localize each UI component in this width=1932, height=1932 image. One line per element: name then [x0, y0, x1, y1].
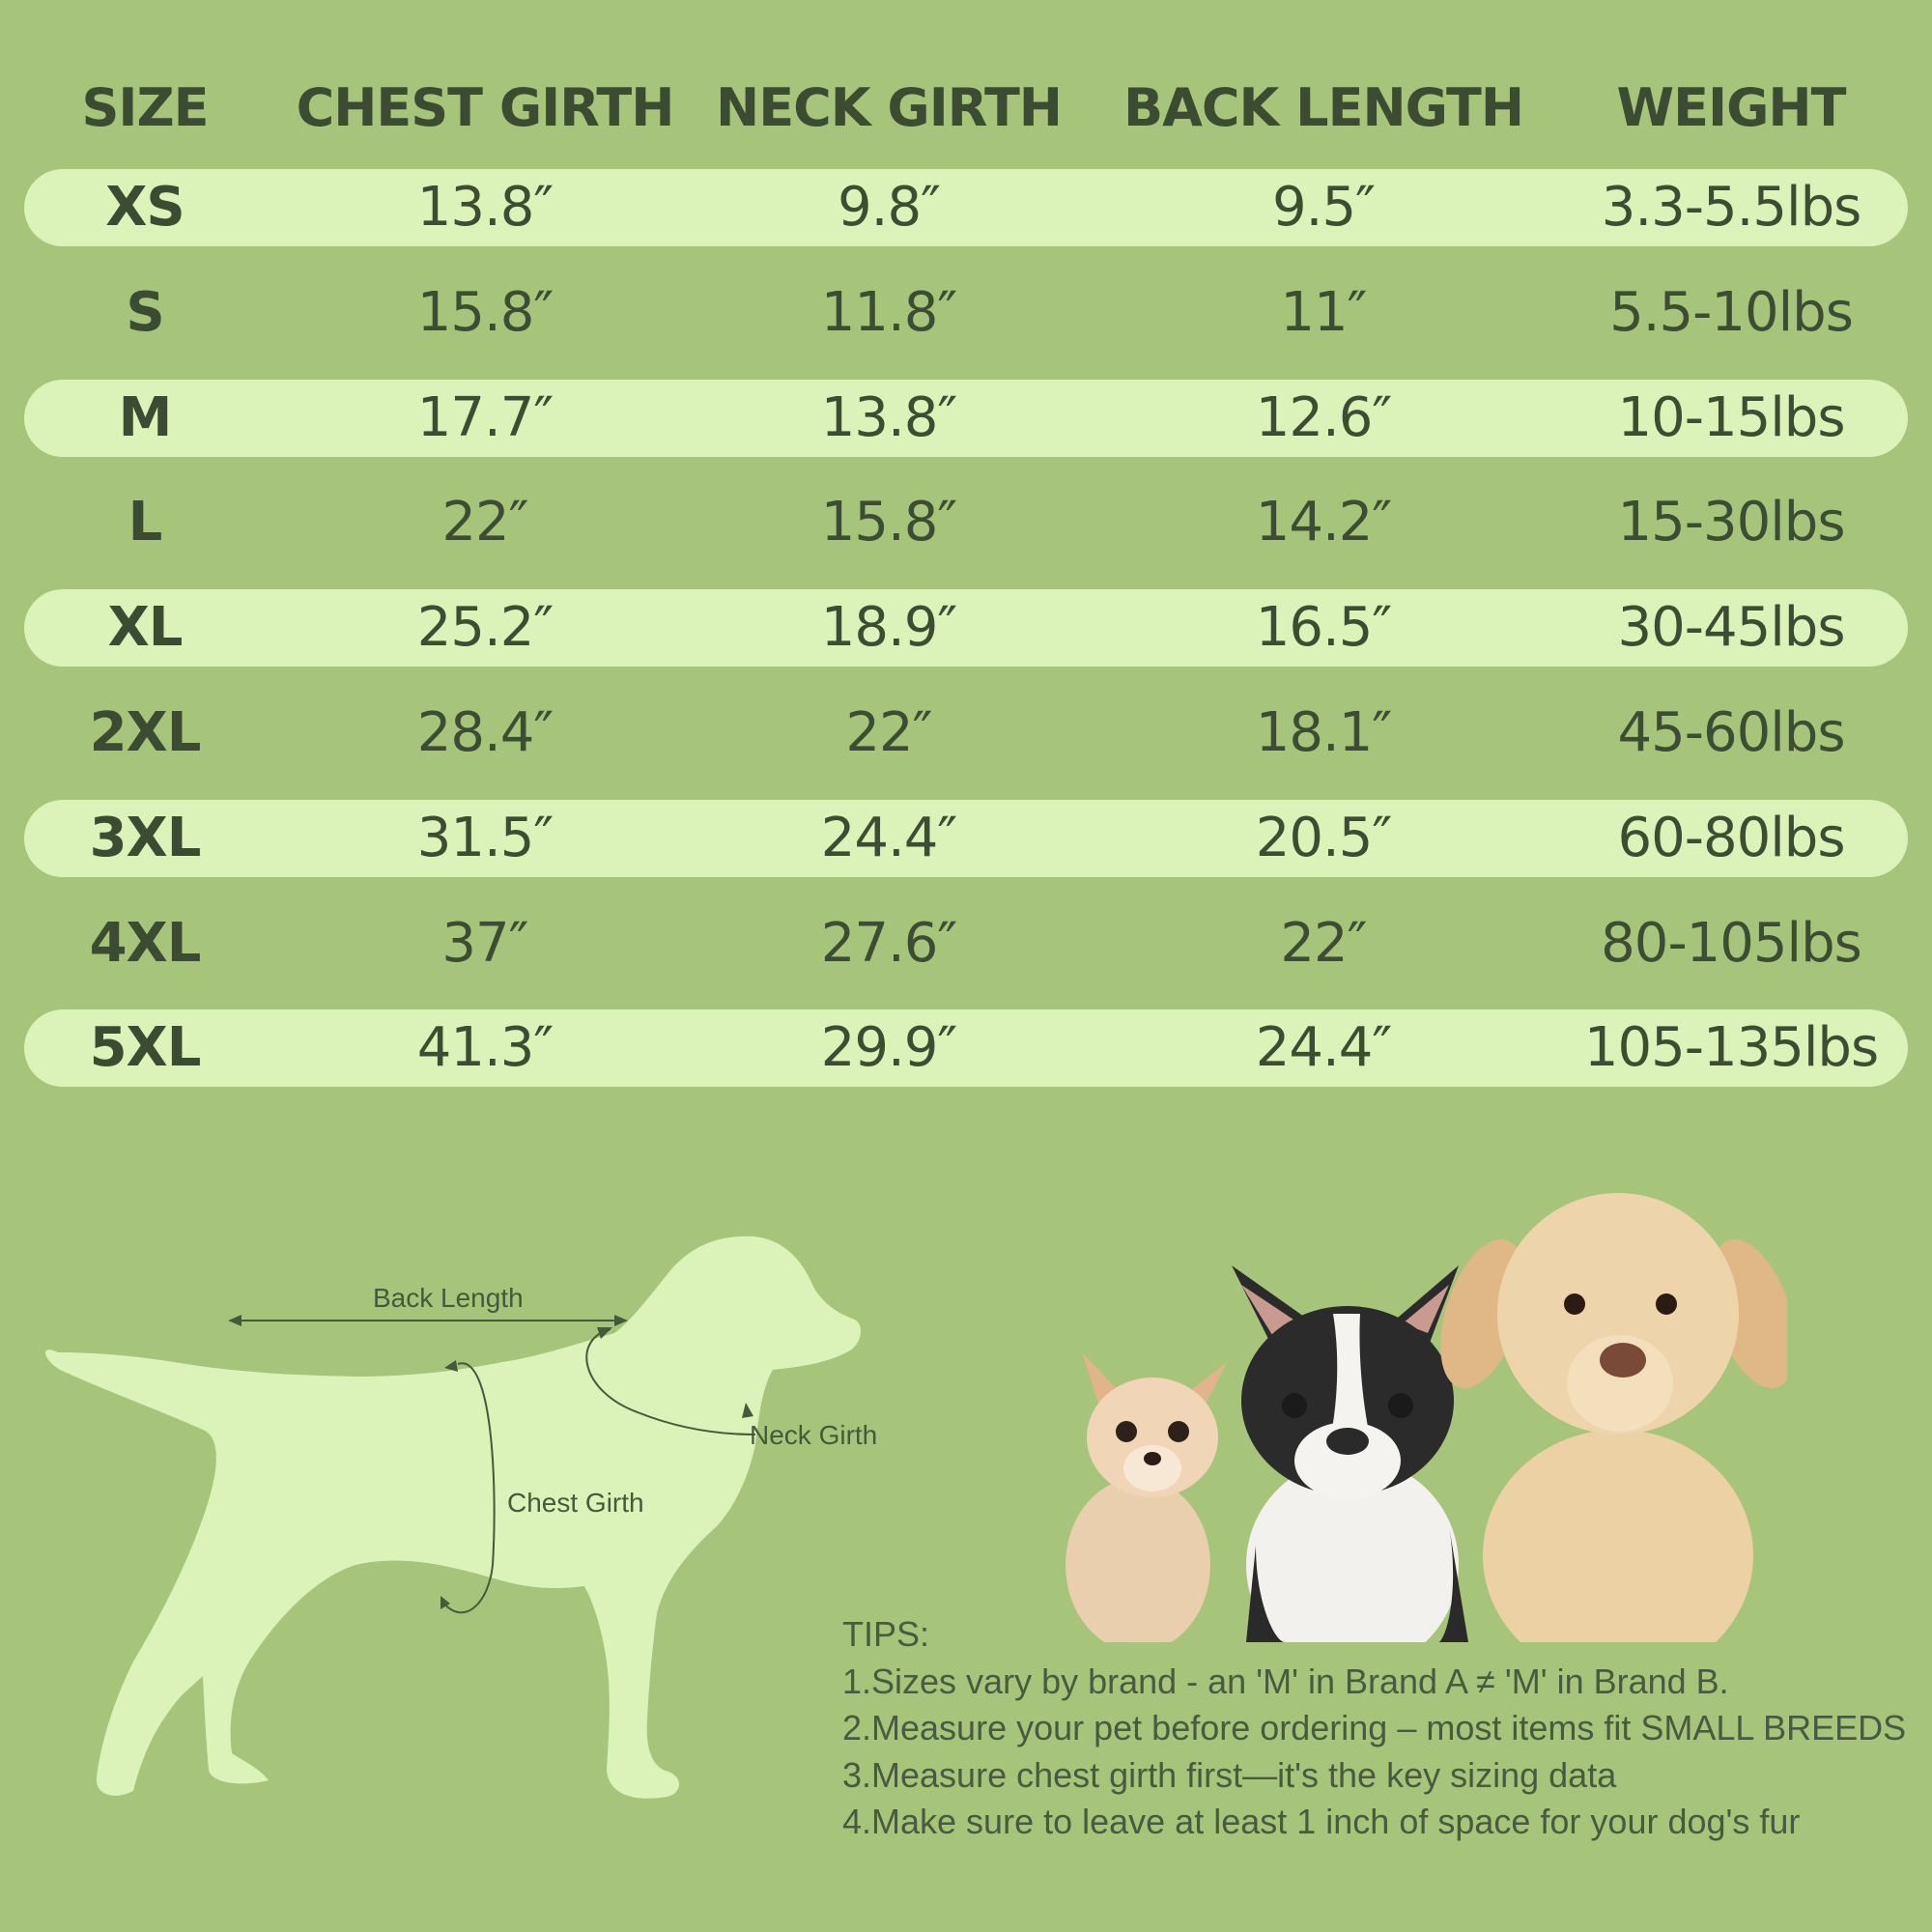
table-row: L 22″ 15.8″ 14.2″ 15-30lbs — [24, 484, 1908, 561]
table-row: XL 25.2″ 18.9″ 16.5″ 30-45lbs — [24, 589, 1908, 668]
back-length-arrow — [228, 1315, 628, 1326]
cell-back-length: 18.1″ — [1255, 701, 1393, 764]
cell-size: 5XL — [89, 1016, 202, 1080]
dogs-photo — [1053, 1179, 1796, 1681]
table-row: 3XL 31.5″ 24.4″ 20.5″ 60-80lbs — [24, 799, 1908, 877]
cell-size: 3XL — [89, 806, 202, 869]
cell-chest-girth: 17.7″ — [416, 385, 554, 449]
cell-neck-girth: 15.8″ — [820, 491, 958, 554]
table-row: XS 13.8″ 9.8″ 9.5″ 3.3-5.5lbs — [24, 169, 1908, 246]
cell-chest-girth: 28.4″ — [416, 701, 554, 764]
cell-size: L — [128, 491, 163, 554]
table-row: 5XL 41.3″ 29.9″ 24.4″ 105-135lbs — [24, 1009, 1908, 1088]
cell-weight: 10-15lbs — [1617, 385, 1845, 449]
chest-girth-label: Chest Girth — [507, 1488, 644, 1518]
cell-chest-girth: 37″ — [441, 911, 528, 975]
header-back-length: BACK LENGTH — [1122, 77, 1524, 138]
cell-size: XS — [105, 176, 185, 239]
cell-size: 4XL — [89, 911, 202, 975]
labrador-image — [1440, 1193, 1796, 1681]
cell-neck-girth: 18.9″ — [820, 596, 958, 660]
table-header-row: SIZE CHEST GIRTH NECK GIRTH BACK LENGTH … — [0, 60, 1932, 145]
header-weight: WEIGHT — [1616, 77, 1847, 138]
cell-chest-girth: 41.3″ — [416, 1016, 554, 1080]
cell-size: 2XL — [89, 701, 202, 764]
tips-section: TIPS: 1.Sizes vary by brand - an 'M' in … — [842, 1611, 1915, 1846]
cell-neck-girth: 29.9″ — [820, 1016, 958, 1080]
french-bulldog-image — [1232, 1265, 1468, 1671]
cell-back-length: 20.5″ — [1255, 806, 1393, 869]
cell-back-length: 11″ — [1280, 280, 1367, 344]
tips-title: TIPS: — [842, 1614, 930, 1654]
tip-item: 2.Measure your pet before ordering – mos… — [842, 1708, 1907, 1747]
cell-weight: 45-60lbs — [1617, 701, 1845, 764]
measurement-diagram: Back Length Neck Girth Chest Girth — [0, 1198, 927, 1835]
cell-weight: 105-135lbs — [1583, 1016, 1879, 1080]
cell-chest-girth: 25.2″ — [416, 596, 554, 660]
back-length-label: Back Length — [373, 1283, 524, 1313]
neck-girth-label: Neck Girth — [750, 1420, 878, 1450]
tip-item: 4.Make sure to leave at least 1 inch of … — [842, 1802, 1801, 1841]
cell-back-length: 22″ — [1280, 911, 1367, 975]
cell-weight: 60-80lbs — [1617, 806, 1845, 869]
cell-chest-girth: 22″ — [441, 491, 528, 554]
tip-item: 3.Measure chest girth first—it's the key… — [842, 1754, 1617, 1795]
cell-neck-girth: 13.8″ — [820, 385, 958, 449]
cell-weight: 30-45lbs — [1617, 596, 1845, 660]
chest-girth-arrow — [440, 1360, 496, 1614]
table-row: 4XL 37″ 27.6″ 22″ 80-105lbs — [24, 905, 1908, 982]
dog-silhouette-illustration — [45, 1236, 862, 1799]
chihuahua-image — [1065, 1352, 1227, 1652]
cell-back-length: 16.5″ — [1255, 596, 1393, 660]
cell-back-length: 24.4″ — [1255, 1016, 1393, 1080]
cell-back-length: 9.5″ — [1272, 176, 1376, 239]
cell-size: M — [118, 385, 173, 449]
header-size: SIZE — [81, 77, 209, 138]
header-neck-girth: NECK GIRTH — [716, 77, 1063, 138]
cell-size: S — [126, 280, 164, 344]
table-row: 2XL 28.4″ 22″ 18.1″ 45-60lbs — [24, 695, 1908, 772]
cell-weight: 5.5-10lbs — [1609, 280, 1854, 344]
tip-item: 1.Sizes vary by brand - an 'M' in Brand … — [842, 1661, 1729, 1701]
cell-back-length: 12.6″ — [1255, 385, 1393, 449]
cell-back-length: 14.2″ — [1255, 491, 1393, 554]
cell-chest-girth: 13.8″ — [416, 176, 554, 239]
cell-weight: 80-105lbs — [1601, 911, 1862, 975]
neck-girth-arrow — [585, 1327, 756, 1435]
cell-chest-girth: 15.8″ — [416, 280, 554, 344]
cell-weight: 15-30lbs — [1617, 491, 1845, 554]
header-chest-girth: CHEST GIRTH — [296, 77, 675, 138]
cell-neck-girth: 9.8″ — [838, 176, 941, 239]
table-row: S 15.8″ 11.8″ 11″ 5.5-10lbs — [24, 274, 1908, 352]
cell-size: XL — [107, 596, 184, 660]
cell-neck-girth: 11.8″ — [820, 280, 958, 344]
table-row: M 17.7″ 13.8″ 12.6″ 10-15lbs — [24, 379, 1908, 457]
cell-chest-girth: 31.5″ — [416, 806, 554, 869]
cell-neck-girth: 22″ — [845, 701, 932, 764]
dog-silhouette — [45, 1236, 862, 1799]
cell-weight: 3.3-5.5lbs — [1601, 176, 1862, 239]
cell-neck-girth: 24.4″ — [820, 806, 958, 869]
cell-neck-girth: 27.6″ — [820, 911, 958, 975]
